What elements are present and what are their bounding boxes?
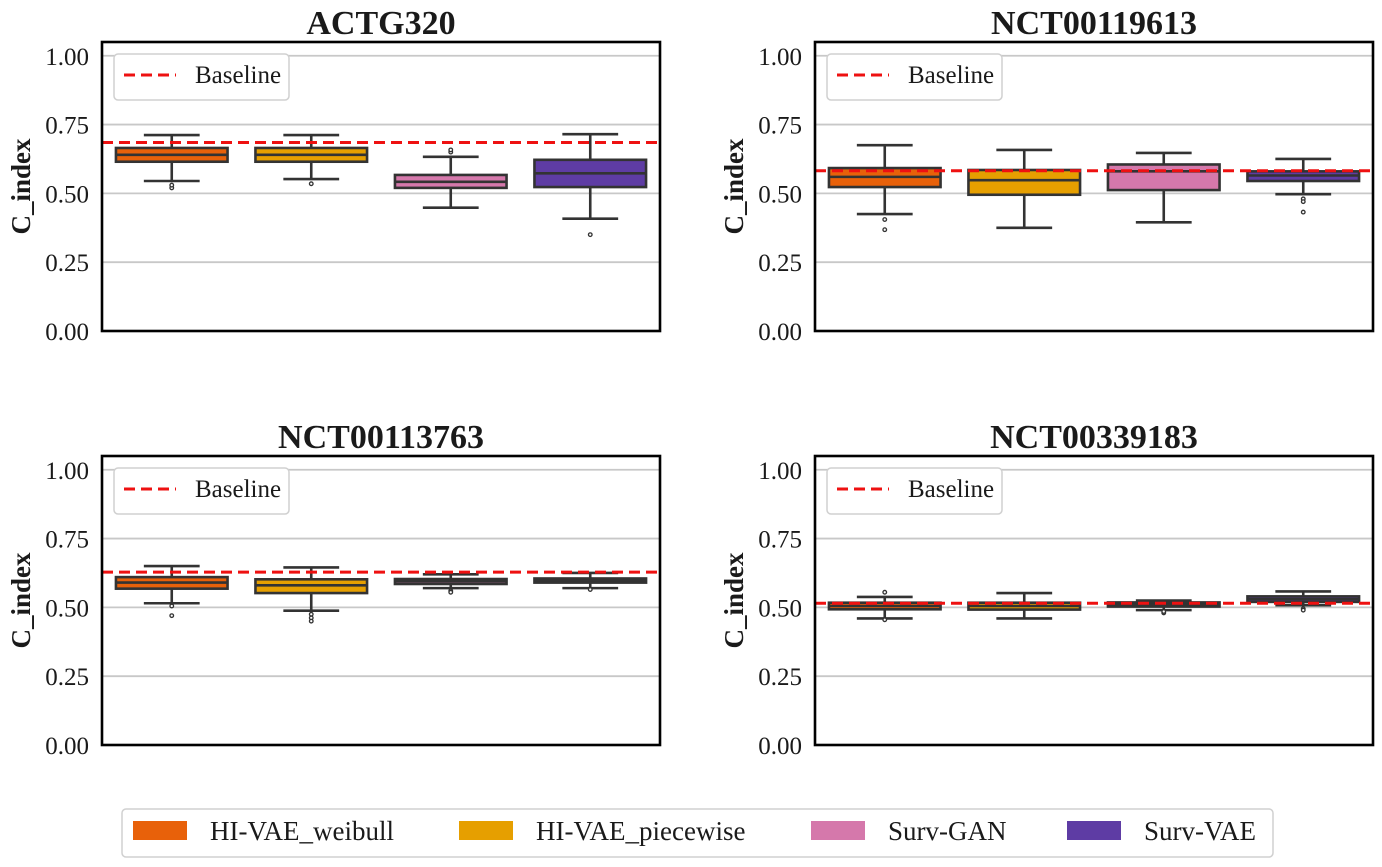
axes-frame [813, 454, 1375, 747]
y-tick-label: 0.25 [758, 250, 802, 277]
baseline-legend: Baseline [826, 467, 1003, 515]
y-tick-label: 0.75 [45, 113, 89, 140]
y-axis-label: C_index [6, 552, 36, 649]
box-surv-vae [1246, 590, 1361, 613]
box-hi-vae-piecewise [967, 148, 1082, 230]
box-surv-vae [533, 132, 648, 238]
legend-label-surv-gan: Surv-GAN [888, 816, 1007, 846]
baseline-legend: Baseline [826, 53, 1003, 101]
subplot-title: NCT00113763 [278, 419, 484, 456]
series-legend-frame [121, 808, 1274, 858]
subplot-title: NCT00339183 [990, 419, 1198, 456]
subplot-actg320: 0.00 0.25 0.50 0.75 1.00 ACTG320 C_index Baseli… [6, 5, 662, 346]
legend-label-surv-vae: Surv-VAE [1144, 816, 1256, 846]
box-surv-vae [533, 571, 648, 592]
box-hi-vae-weibull [827, 143, 942, 233]
legend-label-hi-vae-weibull: HI-VAE_weibull [210, 816, 394, 846]
legend-baseline-label: Baseline [908, 476, 994, 503]
series-legend: HI-VAE_weibull HI-VAE_piecewise Surv-GAN Su… [121, 808, 1274, 858]
legend-baseline-label: Baseline [908, 62, 994, 89]
outlier-point [1300, 607, 1306, 613]
box-hi-vae-piecewise [254, 133, 369, 187]
outlier-point [882, 217, 888, 222]
box-iqr [967, 168, 1082, 197]
outlier-point [169, 613, 175, 619]
outlier-point [587, 587, 593, 592]
outlier-point [448, 147, 454, 153]
y-tick-label: 0.00 [758, 733, 802, 760]
axes-frame [100, 454, 662, 747]
box-hi-vae-piecewise [254, 566, 369, 624]
y-tick-label: 1.00 [758, 44, 802, 71]
box-hi-vae-weibull [114, 564, 229, 619]
y-tick-label: 0.50 [758, 181, 802, 208]
legend-label-hi-vae-piecewise: HI-VAE_piecewise [536, 816, 745, 846]
axes-frame [813, 40, 1375, 333]
legend-frame [826, 53, 1003, 101]
outlier-point [169, 182, 175, 188]
box-hi-vae-piecewise [967, 591, 1082, 620]
outlier-point [1300, 199, 1306, 205]
outlier-point [308, 181, 314, 187]
legend-swatch-hi-vae-piecewise [459, 821, 513, 840]
subplot-nct00339183: 0.00 0.25 0.50 0.75 1.00 NCT00339183 C_index Ba… [719, 419, 1375, 760]
y-axis-label: C_index [719, 138, 749, 235]
box-surv-vae [1246, 157, 1361, 215]
y-axis-label: C_index [6, 138, 36, 235]
outlier-point [882, 617, 888, 623]
subplot-title: NCT00119613 [991, 5, 1197, 42]
legend-baseline-label: Baseline [195, 62, 281, 89]
subplot-nct00113763: 0.00 0.25 0.50 0.75 1.00 NCT00113763 C_index Ba… [6, 419, 662, 760]
outlier-point [169, 603, 175, 609]
legend-swatch-surv-gan [811, 821, 865, 840]
y-tick-label: 0.50 [758, 595, 802, 622]
outlier-point [882, 227, 888, 233]
y-tick-label: 0.25 [45, 664, 89, 691]
y-tick-label: 1.00 [45, 458, 89, 485]
outlier-point [1161, 609, 1167, 614]
legend-frame [113, 467, 290, 515]
y-tick-label: 0.25 [45, 250, 89, 277]
subplot-title: ACTG320 [306, 5, 455, 42]
legend-baseline-label: Baseline [195, 476, 281, 503]
baseline-legend: Baseline [113, 53, 290, 101]
box-surv-gan [1106, 151, 1221, 224]
box-hi-vae-weibull [827, 589, 942, 623]
baseline-legend: Baseline [113, 467, 290, 515]
y-tick-label: 0.75 [45, 527, 89, 554]
outlier-point [1300, 209, 1306, 215]
legend-swatch-surv-vae [1067, 821, 1121, 840]
subplot-nct00119613: 0.00 0.25 0.50 0.75 1.00 NCT00119613 C_index Ba… [719, 5, 1375, 346]
y-tick-label: 0.75 [758, 113, 802, 140]
y-tick-label: 0.25 [758, 664, 802, 691]
box-iqr [1106, 163, 1221, 192]
axes-frame [100, 40, 662, 333]
box-hi-vae-weibull [114, 133, 229, 191]
y-tick-label: 0.50 [45, 181, 89, 208]
legend-swatch-hi-vae-weibull [133, 821, 187, 840]
outlier-point [448, 589, 454, 595]
y-tick-label: 0.75 [758, 527, 802, 554]
box-surv-gan [393, 147, 508, 209]
outlier-point [882, 589, 888, 595]
box-surv-gan [393, 573, 508, 595]
y-tick-label: 0.00 [45, 319, 89, 346]
outlier-point [587, 232, 593, 238]
y-tick-label: 0.50 [45, 595, 89, 622]
y-tick-label: 0.00 [45, 733, 89, 760]
outlier-point [308, 618, 314, 624]
y-tick-label: 1.00 [45, 44, 89, 71]
y-tick-label: 1.00 [758, 458, 802, 485]
legend-frame [113, 53, 290, 101]
legend-frame [826, 467, 1003, 515]
y-tick-label: 0.00 [758, 319, 802, 346]
y-axis-label: C_index [719, 552, 749, 649]
